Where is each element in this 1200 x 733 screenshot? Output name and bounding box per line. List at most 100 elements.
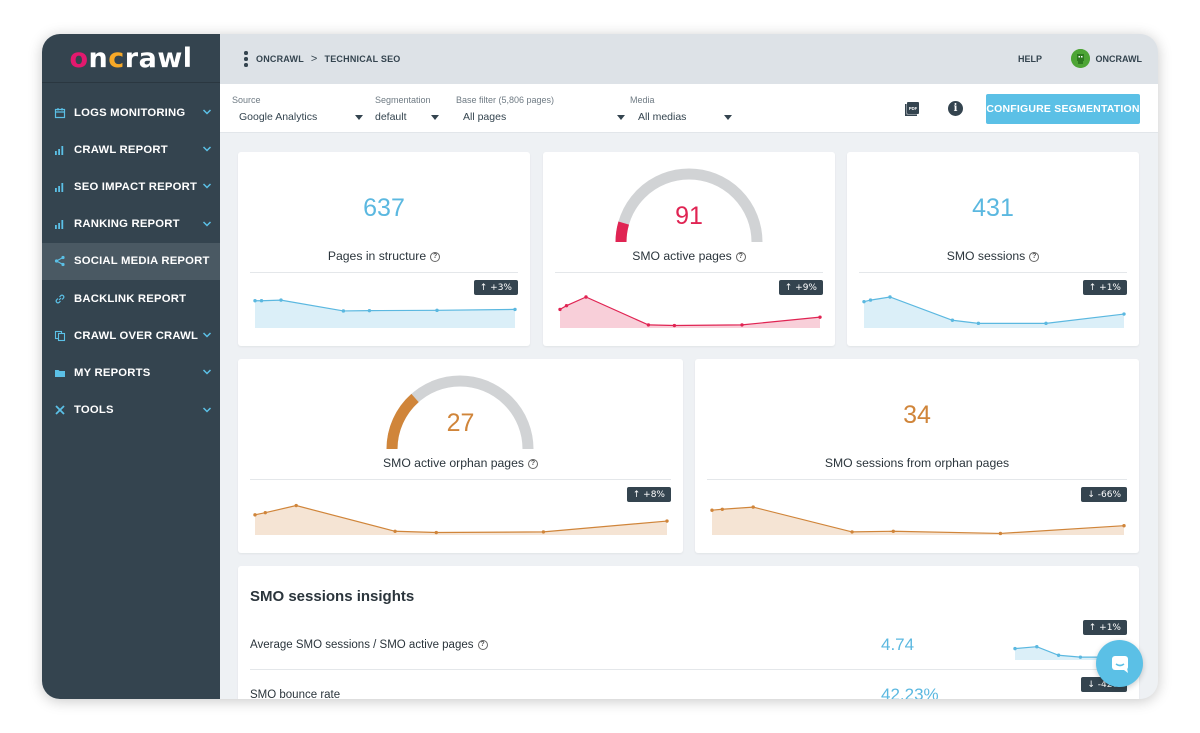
avatar	[1070, 49, 1090, 68]
help-icon[interactable]: ?	[1029, 251, 1040, 262]
card-smo-sessions-orphan: 34 SMO sessions from orphan pages ↓ -66%	[695, 359, 1139, 553]
sidebar-item-my-reports[interactable]: MY REPORTS	[42, 354, 220, 391]
chat-icon	[1111, 655, 1128, 673]
metric-value: 91	[675, 202, 703, 230]
pdf-export-icon[interactable]: PDF	[904, 101, 920, 117]
help-icon[interactable]: ?	[527, 458, 538, 469]
card-pages-in-structure: 637 Pages in structure? ↑ +3%	[238, 152, 530, 346]
divider	[555, 272, 823, 273]
breadcrumb: ONCRAWL > TECHNICAL SEO	[256, 53, 400, 65]
segmentation-select[interactable]: default	[375, 111, 407, 123]
media-dropdown-icon[interactable]	[724, 115, 732, 120]
sidebar-item-seo-impact-report[interactable]: SEO IMPACT REPORT	[42, 168, 220, 205]
sparkline-point	[1013, 646, 1017, 651]
chevron-down-icon[interactable]	[202, 367, 212, 377]
trend-badge: ↑ +3%	[473, 280, 518, 295]
sparkline-point	[341, 309, 346, 313]
gauge-fill	[386, 393, 419, 450]
share-icon	[54, 255, 66, 267]
chevron-down-icon[interactable]	[202, 219, 212, 229]
sparkline-point	[1044, 321, 1048, 326]
segmentation-label: Segmentation	[375, 95, 431, 105]
sparkline-point	[1122, 312, 1126, 316]
metric-value: 431	[972, 194, 1014, 222]
sidebar-item-ranking-report[interactable]: RANKING REPORT	[42, 206, 220, 243]
sidebar-item-label: BACKLINK REPORT	[74, 292, 187, 305]
link-icon	[54, 293, 66, 305]
sparkline-point	[294, 503, 298, 508]
sparkline-point	[740, 323, 744, 327]
base-filter-dropdown-icon[interactable]	[617, 115, 625, 120]
chevron-down-icon[interactable]	[202, 144, 212, 154]
sidebar: oncrawl LOGS MONITORING CRAWL REPORT SEO…	[42, 34, 220, 699]
sidebar-item-crawl-over-crawl[interactable]: CRAWL OVER CRAWL	[42, 317, 220, 354]
sparkline-chart	[558, 295, 822, 328]
sparkline-point	[672, 323, 677, 328]
info-icon[interactable]: i	[948, 101, 963, 116]
breadcrumb-item-workspace[interactable]: ONCRAWL	[256, 54, 304, 64]
sparkline-area	[560, 297, 820, 328]
sparkline-chart	[253, 503, 669, 535]
trend-badge: ↑ +1%	[1082, 280, 1127, 295]
sidebar-item-tools[interactable]: TOOLS	[42, 392, 220, 429]
chevron-down-icon[interactable]	[202, 405, 212, 415]
folder-icon	[54, 367, 66, 379]
insight-label: SMO bounce rate	[250, 689, 341, 699]
metric-value: 34	[903, 401, 931, 429]
sparkline-point	[818, 315, 822, 319]
help-icon[interactable]: ?	[430, 251, 441, 262]
sparkline-point	[253, 299, 257, 303]
chevron-down-icon[interactable]	[202, 181, 212, 191]
sparkline-chart	[862, 295, 1126, 328]
help-link[interactable]: HELP	[1017, 54, 1042, 64]
card-smo-active-orphan-pages: 27 SMO active orphan pages? ↑ +8%	[238, 359, 683, 553]
media-select[interactable]: All medias	[638, 111, 687, 123]
gauge-chart	[615, 168, 763, 243]
chat-button[interactable]	[1096, 640, 1143, 687]
source-dropdown-icon[interactable]	[355, 115, 363, 120]
sparkline-point	[1122, 524, 1126, 528]
user-menu[interactable]: ONCRAWL	[1070, 49, 1142, 68]
help-icon[interactable]: ?	[477, 639, 488, 650]
trend-badge: ↑ +8%	[626, 487, 671, 502]
svg-text:PDF: PDF	[909, 106, 918, 111]
sidebar-item-label: MY REPORTS	[74, 366, 151, 379]
sidebar-item-logs-monitoring[interactable]: LOGS MONITORING	[42, 94, 220, 131]
configure-segmentation-button[interactable]: CONFIGURE SEGMENTATION	[986, 94, 1140, 124]
sparkline-point	[513, 307, 517, 312]
breadcrumb-item-project[interactable]: TECHNICAL SEO	[324, 54, 401, 64]
app-window: oncrawl LOGS MONITORING CRAWL REPORT SEO…	[42, 34, 1158, 699]
sparkline-point	[259, 299, 264, 303]
sidebar-item-label: SEO IMPACT REPORT	[74, 180, 198, 193]
divider	[859, 272, 1127, 273]
help-icon[interactable]: ?	[735, 251, 746, 262]
sidebar-item-social-media-report[interactable]: SOCIAL MEDIA REPORT	[42, 242, 220, 280]
chevron-down-icon[interactable]	[202, 330, 212, 340]
breadcrumb-separator: >	[310, 53, 318, 65]
sidebar-item-label: RANKING REPORT	[74, 218, 180, 231]
chevron-down-icon[interactable]	[202, 107, 212, 117]
sidebar-item-backlink-report[interactable]: BACKLINK REPORT	[42, 280, 220, 317]
sparkline-point	[891, 529, 895, 533]
trend-badge: ↓ -66%	[1081, 487, 1127, 502]
sparkline-point	[393, 529, 397, 533]
sparkline-point	[558, 307, 562, 312]
logo-area[interactable]: oncrawl	[42, 34, 220, 83]
source-select[interactable]: Google Analytics	[239, 111, 318, 123]
sparkline-chart	[253, 298, 517, 328]
divider	[707, 479, 1127, 480]
kebab-menu-icon[interactable]	[244, 51, 248, 67]
sparkline-area	[255, 300, 515, 328]
bar-chart-icon	[54, 218, 66, 230]
metric-label: Pages in structure?	[238, 249, 530, 263]
base-filter-label: Base filter (5,806 pages)	[456, 95, 555, 105]
base-filter-select[interactable]: All pages	[463, 111, 507, 123]
media-label: Media	[630, 95, 655, 105]
sparkline-area	[864, 297, 1124, 328]
sparkline-point	[1056, 653, 1061, 657]
sidebar-item-label: CRAWL OVER CRAWL	[74, 329, 199, 342]
sparkline-point	[1035, 645, 1039, 649]
segmentation-dropdown-icon[interactable]	[431, 115, 439, 120]
sparkline-point	[584, 295, 588, 299]
sidebar-item-crawl-report[interactable]: CRAWL REPORT	[42, 131, 220, 168]
